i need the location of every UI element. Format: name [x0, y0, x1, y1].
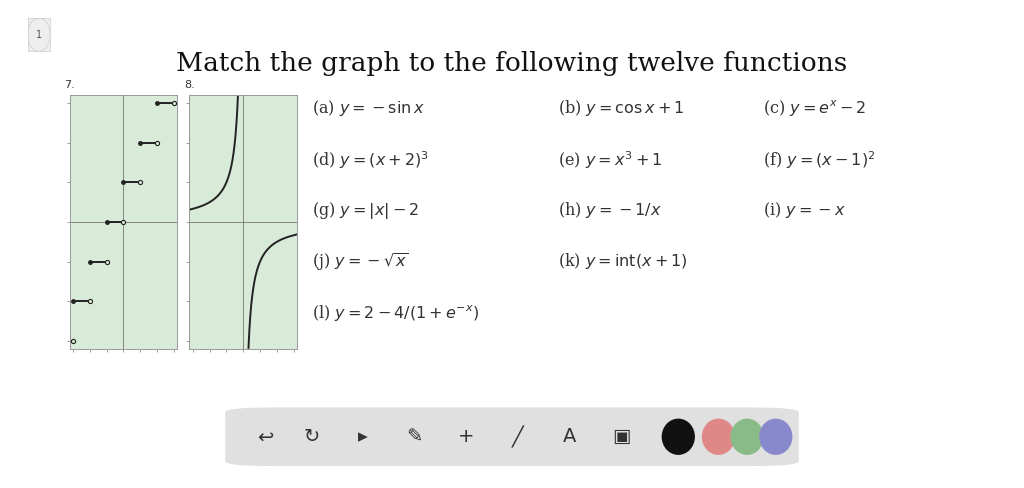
- Ellipse shape: [662, 419, 695, 455]
- Text: (l) $y = 2 - 4/(1 + e^{-x})$: (l) $y = 2 - 4/(1 + e^{-x})$: [312, 303, 479, 323]
- Text: A: A: [562, 427, 577, 446]
- Text: +: +: [458, 427, 474, 446]
- Text: (i) $y = -x$: (i) $y = -x$: [763, 200, 846, 220]
- Text: ▣: ▣: [611, 427, 630, 446]
- Text: (g) $y = |x| - 2$: (g) $y = |x| - 2$: [312, 200, 420, 221]
- Text: ▸: ▸: [358, 427, 368, 446]
- Text: (a) $y = -\sin x$: (a) $y = -\sin x$: [312, 98, 425, 118]
- Text: 7.: 7.: [65, 81, 75, 90]
- Ellipse shape: [701, 419, 735, 455]
- Text: (b) $y = \cos x + 1$: (b) $y = \cos x + 1$: [558, 98, 684, 118]
- Text: (j) $y = -\sqrt{x}$: (j) $y = -\sqrt{x}$: [312, 251, 410, 273]
- Text: ╱: ╱: [512, 426, 523, 448]
- Text: ✎: ✎: [407, 427, 423, 446]
- Ellipse shape: [730, 419, 764, 455]
- Text: (d) $y = (x + 2)^3$: (d) $y = (x + 2)^3$: [312, 149, 429, 170]
- Text: (c) $y = e^{x} - 2$: (c) $y = e^{x} - 2$: [763, 98, 866, 118]
- Text: ↩: ↩: [257, 427, 273, 446]
- Text: (e) $y = x^3 + 1$: (e) $y = x^3 + 1$: [558, 149, 663, 170]
- Text: (k) $y = \mathrm{int}(x + 1)$: (k) $y = \mathrm{int}(x + 1)$: [558, 251, 688, 271]
- Text: (h) $y = -1/x$: (h) $y = -1/x$: [558, 200, 662, 220]
- Text: Match the graph to the following twelve functions: Match the graph to the following twelve …: [176, 51, 848, 76]
- Text: (f) $y = (x - 1)^2$: (f) $y = (x - 1)^2$: [763, 149, 876, 170]
- Ellipse shape: [28, 18, 50, 51]
- Text: 1: 1: [36, 30, 42, 40]
- Text: 8.: 8.: [184, 81, 195, 90]
- Text: ↻: ↻: [303, 427, 319, 446]
- FancyBboxPatch shape: [225, 407, 799, 466]
- Ellipse shape: [759, 419, 793, 455]
